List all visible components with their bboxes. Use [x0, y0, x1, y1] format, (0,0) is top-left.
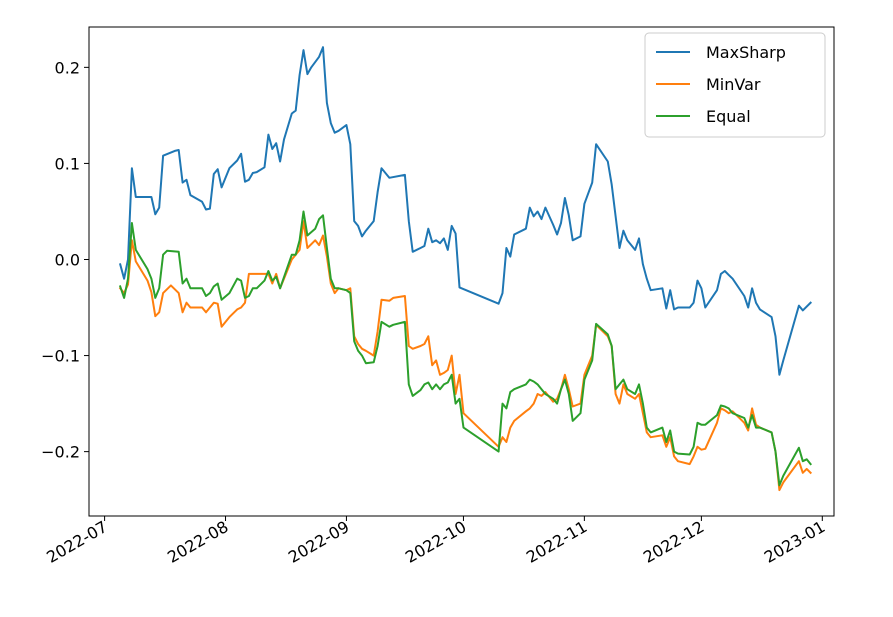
y-tick-label: 0.2: [55, 58, 80, 77]
legend-label-maxsharp: MaxSharp: [706, 43, 786, 62]
legend-frame: [644, 32, 826, 138]
legend-label-minvar: MinVar: [706, 75, 761, 94]
x-tick-label: 2022-09: [285, 517, 352, 567]
series-line-maxsharp: [118, 46, 813, 376]
y-tick-label: −0.2: [41, 443, 80, 462]
legend-label-equal: Equal: [706, 107, 751, 126]
legend: MaxSharp MinVar Equal: [644, 32, 826, 138]
y-tick-label: 0.0: [55, 250, 80, 269]
series-line-equal: [118, 210, 813, 487]
x-tick-label: 2022-07: [43, 517, 110, 567]
y-tick-label: 0.1: [55, 154, 80, 173]
x-tick-label: 2022-11: [523, 517, 590, 567]
series-line-minvar: [118, 220, 813, 492]
plot-frame: [88, 26, 835, 517]
series-layer: [118, 46, 813, 492]
x-tick-label: 2023-01: [761, 517, 828, 567]
y-axis: 0.2 0.1 0.0 −0.1 −0.2: [41, 58, 89, 462]
x-tick-label: 2022-10: [402, 517, 469, 567]
x-tick-label: 2022-08: [164, 517, 231, 567]
x-axis: 2022-07 2022-08 2022-09 2022-10 2022-11 2022-…: [43, 516, 828, 567]
x-tick-label: 2022-12: [640, 517, 707, 567]
y-tick-label: −0.1: [41, 347, 80, 366]
